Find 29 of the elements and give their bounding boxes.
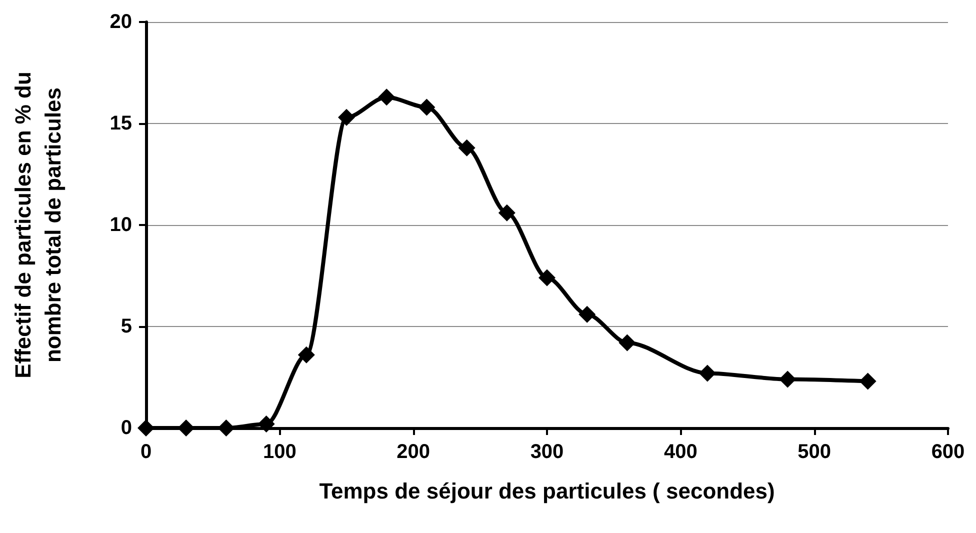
x-tick-label: 400: [664, 441, 698, 463]
y-tick-label: 20: [110, 11, 132, 33]
point: [698, 364, 716, 382]
point: [538, 269, 556, 286]
point: [498, 204, 516, 222]
y-axis-title: Effectif de particules en % du nombre total de particules: [10, 72, 66, 378]
x-axis-title: Temps de séjour des particules ( secondes): [319, 478, 775, 504]
y-tick-label: 0: [120, 417, 132, 439]
point: [418, 98, 436, 116]
x-tick-label: 500: [798, 441, 832, 463]
x-tick-label: 300: [530, 441, 564, 463]
x-tick-label: 0: [140, 441, 152, 463]
point: [859, 372, 876, 390]
point: [458, 139, 476, 156]
point: [618, 334, 636, 352]
x-tick-label: 200: [396, 441, 430, 463]
point: [378, 88, 396, 106]
x-tick-label: 100: [262, 441, 296, 463]
point: [338, 108, 355, 126]
y-tick-label: 5: [120, 316, 132, 338]
x-tick-label: 600: [931, 441, 965, 463]
point: [138, 420, 154, 436]
point: [578, 306, 596, 323]
point: [258, 415, 275, 432]
point: [779, 370, 796, 388]
point: [298, 346, 315, 364]
y-tick-label: 10: [110, 214, 132, 236]
point: [218, 420, 235, 436]
y-tick-label: 15: [110, 112, 132, 134]
